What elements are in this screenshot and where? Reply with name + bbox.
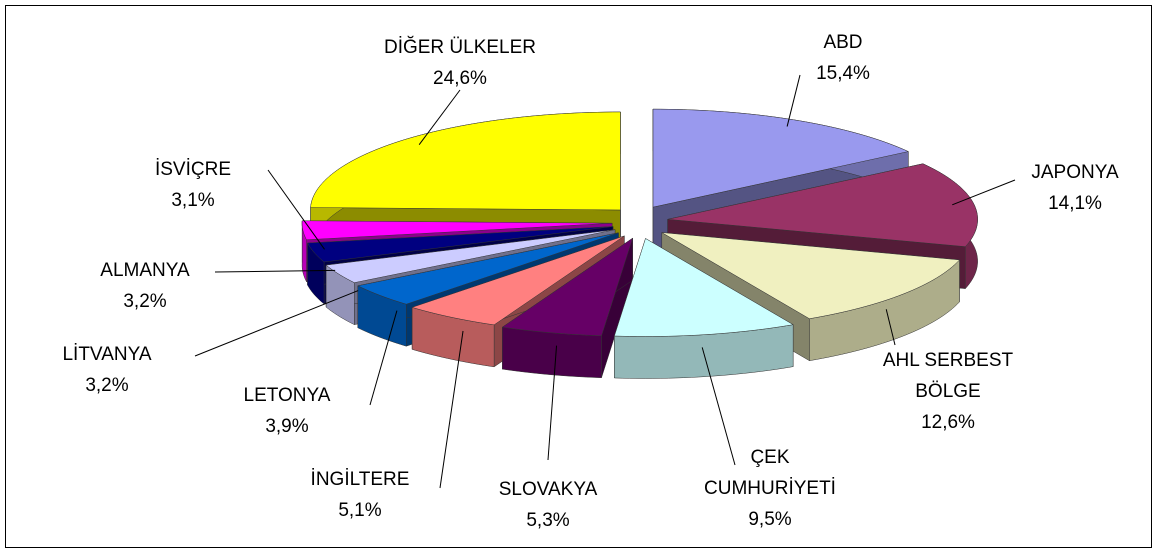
leader-line	[194, 290, 359, 357]
leader-line	[418, 89, 461, 146]
category-name: DİĞER ÜLKELER	[383, 37, 537, 58]
category-name: ÇEK CUMHURİYETİ	[704, 447, 836, 499]
slice-label: LİTVANYA 3,2%	[62, 339, 151, 401]
slice-label: SLOVAKYA 5,3%	[499, 474, 598, 536]
slice-label: DİĞER ÜLKELER 24,6%	[384, 32, 536, 94]
slice-label: ABD 15,4%	[816, 27, 870, 89]
leader-line	[952, 179, 1016, 206]
slice	[667, 163, 978, 247]
value-label: 5,3%	[526, 510, 570, 531]
value-label: 14,1%	[1048, 193, 1102, 214]
value-label: 12,6%	[921, 412, 975, 433]
slice	[661, 232, 961, 319]
leader-line	[439, 330, 464, 489]
leader-line	[786, 74, 801, 127]
value-label: 9,5%	[748, 509, 792, 530]
leader-line	[547, 345, 558, 461]
value-label: 15,4%	[816, 63, 870, 84]
category-name: LİTVANYA	[62, 344, 152, 365]
slice	[411, 235, 625, 326]
value-label: 3,9%	[265, 416, 309, 437]
category-name: İNGİLTERE	[310, 469, 410, 490]
category-name: LETONYA	[243, 385, 331, 406]
value-label: 3,2%	[123, 291, 167, 312]
leader-line	[214, 269, 336, 273]
leader-line	[369, 310, 398, 406]
slice	[301, 220, 613, 241]
slice	[614, 238, 794, 337]
slice	[325, 229, 616, 283]
leader-line	[267, 169, 325, 250]
category-name: ABD	[823, 32, 863, 53]
value-label: 3,1%	[171, 190, 215, 211]
category-name: SLOVAKYA	[498, 479, 598, 500]
slice-label: ALMANYA 3,2%	[100, 255, 189, 317]
value-label: 3,2%	[85, 375, 129, 396]
leader-line	[885, 309, 896, 346]
slice	[307, 226, 614, 263]
slice-label: İNGİLTERE 5,1%	[311, 464, 410, 526]
leader-line	[701, 347, 736, 466]
slice-label: İSVİÇRE 3,1%	[155, 154, 231, 216]
slice	[501, 237, 634, 336]
category-name: İSVİÇRE	[154, 159, 232, 180]
slice-label: AHL SERBEST BÖLGE 12,6%	[878, 345, 1018, 438]
category-name: AHL SERBEST BÖLGE	[882, 350, 1014, 402]
category-name: ALMANYA	[100, 260, 190, 281]
slice	[357, 232, 619, 305]
slice	[310, 111, 621, 211]
slice-label: JAPONYA 14,1%	[1031, 157, 1118, 219]
category-name: JAPONYA	[1031, 162, 1119, 183]
value-label: 24,6%	[433, 68, 487, 89]
slice	[652, 108, 910, 208]
slice-label: ÇEK CUMHURİYETİ 9,5%	[700, 442, 840, 535]
slice-label: LETONYA 3,9%	[244, 380, 331, 442]
value-label: 5,1%	[338, 500, 382, 521]
